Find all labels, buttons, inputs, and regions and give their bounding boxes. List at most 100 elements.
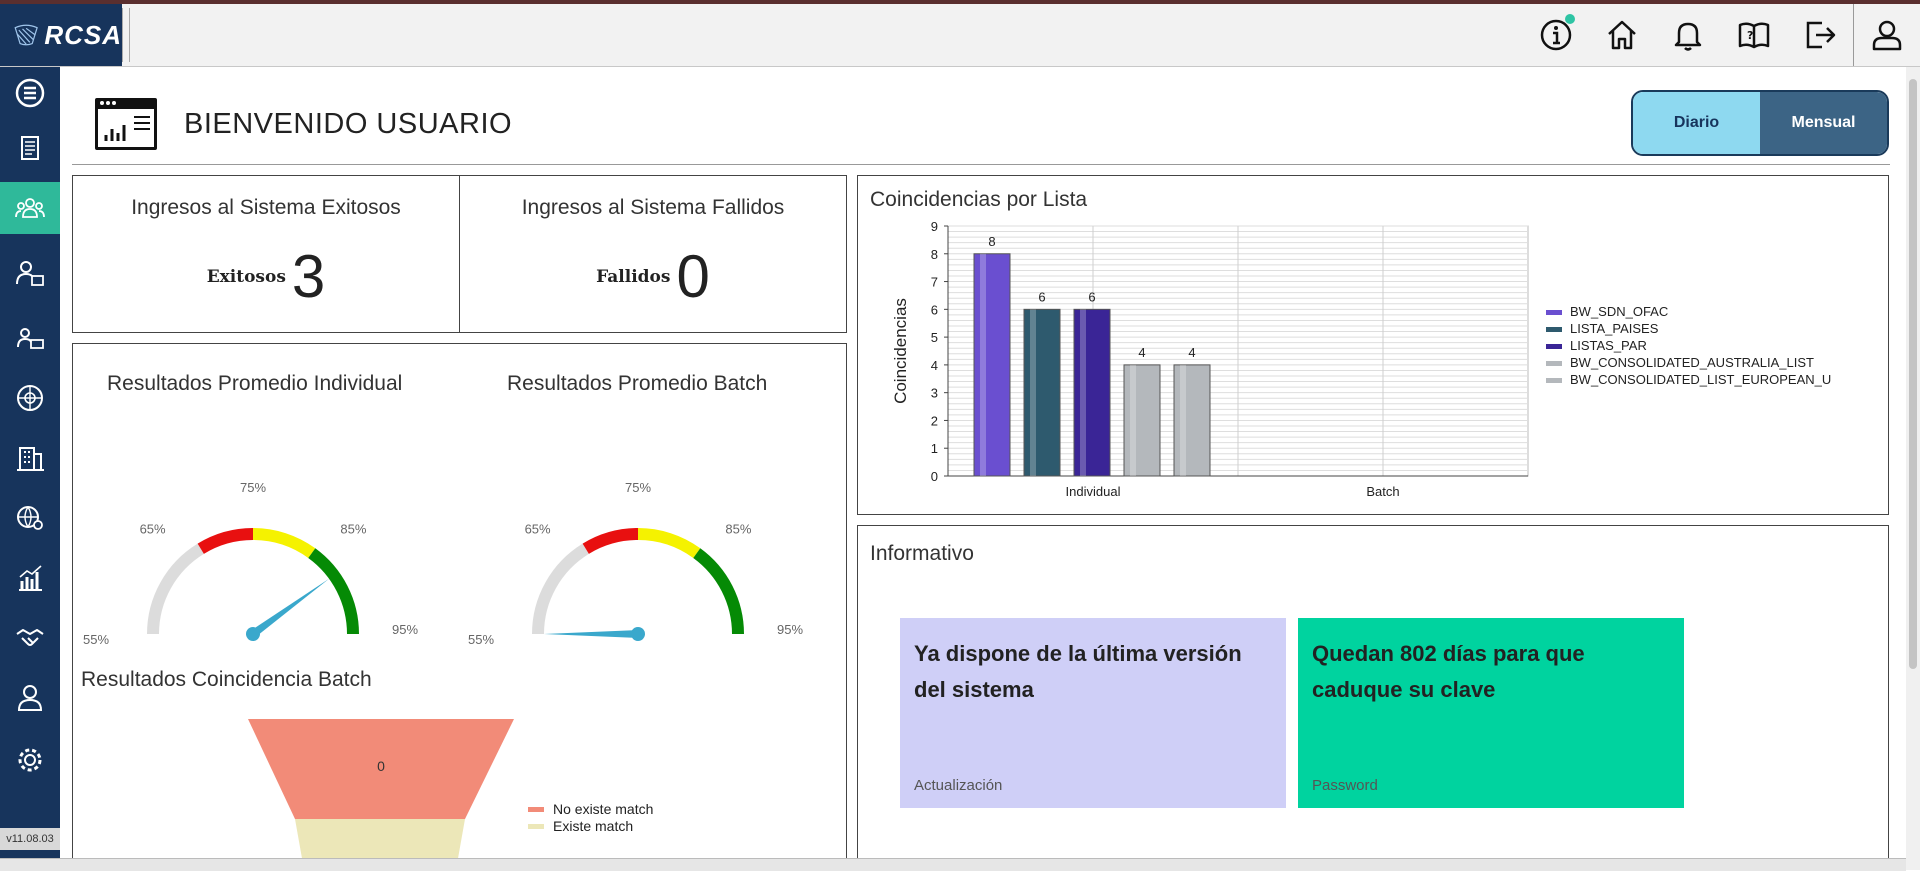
help-book-icon[interactable]: ?: [1721, 4, 1787, 66]
x-tick-label: Individual: [1066, 484, 1121, 499]
stat-card-success: Ingresos al Sistema Exitosos Exitosos 3: [72, 175, 460, 333]
scrollbar-thumb[interactable]: [1909, 79, 1917, 669]
stat-value: 3: [291, 243, 326, 310]
funnel-no-match: [248, 719, 514, 819]
results-card: Resultados Promedio Individual Resultado…: [72, 343, 847, 864]
logo-shield-icon: [14, 24, 38, 46]
bar-data-label: 8: [988, 234, 995, 249]
legend-swatch: [1546, 378, 1562, 383]
gauge-batch: 55% 65% 75% 85% 95%: [468, 480, 803, 647]
gauge-needle-hub: [246, 627, 260, 641]
gauge-individual: 55% 65% 75% 85% 95%: [83, 480, 418, 647]
bar: [973, 253, 1011, 477]
bar-highlight: [1030, 309, 1036, 476]
funnel-match: [295, 819, 465, 864]
info-card-footer: Actualización: [914, 777, 1003, 794]
dashboard-icon: [95, 98, 157, 150]
gauge-needle-hub: [631, 627, 645, 641]
mensual-button[interactable]: Mensual: [1760, 92, 1887, 154]
stat-card-failed: Ingresos al Sistema Fallidos Fallidos 0: [459, 175, 847, 333]
gauge-tick-label: 75%: [240, 480, 266, 495]
gauge-tick-label: 55%: [468, 632, 494, 647]
stat-label: Exitosos: [206, 266, 286, 287]
top-bar: RCSA ?: [0, 4, 1920, 67]
stat-title: Ingresos al Sistema Fallidos: [521, 196, 785, 219]
gauge-band-neutral: [147, 543, 204, 635]
users-group-icon[interactable]: [0, 182, 60, 234]
legend-match: Existe match: [553, 818, 633, 834]
gauge-needle: [250, 578, 330, 638]
gauge-tick-label: 85%: [725, 522, 751, 537]
y-tick-label: 9: [931, 219, 938, 234]
y-tick-label: 0: [931, 469, 938, 484]
page-title: BIENVENIDO USUARIO: [184, 107, 513, 140]
logout-icon[interactable]: [1787, 4, 1853, 66]
report-chart-icon[interactable]: [0, 552, 60, 604]
bell-icon[interactable]: [1655, 4, 1721, 66]
stat-row: Exitosos 3: [73, 242, 459, 311]
vertical-scrollbar[interactable]: [1906, 67, 1920, 870]
home-icon[interactable]: [1589, 4, 1655, 66]
funnel-value-label: 0: [377, 758, 385, 774]
clipboard-icon[interactable]: [0, 122, 60, 174]
handshake-icon[interactable]: [0, 612, 60, 664]
gauge-batch-title: Resultados Promedio Batch: [507, 372, 768, 395]
informativo-card: Informativo Ya dispone de la última vers…: [857, 525, 1889, 863]
bar-highlight: [1180, 364, 1186, 476]
user-separator: [1853, 4, 1854, 66]
stat-row: Fallidos 0: [460, 242, 846, 311]
gauge-band-yellow: [637, 528, 701, 559]
stat-title: Ingresos al Sistema Exitosos: [131, 196, 401, 219]
svg-text:?: ?: [1747, 29, 1753, 42]
stat-value: 0: [676, 243, 710, 310]
gauge-tick-label: 75%: [625, 480, 651, 495]
bar-highlight: [1130, 364, 1136, 476]
legend-entry: BW_CONSOLIDATED_AUSTRALIA_LIST: [1570, 355, 1814, 370]
bar: [1173, 364, 1211, 477]
legend-entry: BW_SDN_OFAC: [1570, 304, 1668, 319]
y-axis-label: Coincidencias: [891, 298, 910, 404]
info-card-text: Ya dispone de la última versión del sist…: [914, 641, 1242, 702]
y-tick-label: 6: [931, 302, 938, 317]
legend-swatch: [1546, 344, 1562, 349]
title-divider: [72, 164, 1890, 165]
y-tick-label: 3: [931, 386, 938, 401]
user-card-icon[interactable]: [0, 312, 60, 364]
bar-chart: 0 1 2 3 4 5 6 7 8 9 Coincidencias Individual Batch 8 6…: [891, 219, 1831, 499]
building-icon[interactable]: [0, 432, 60, 484]
gauge-band-green: [308, 548, 359, 635]
globe-settings-icon[interactable]: [0, 492, 60, 544]
legend-swatch: [1546, 327, 1562, 332]
info-card-password[interactable]: Quedan 802 días para que caduque su clav…: [1298, 618, 1684, 808]
bar-data-label: 6: [1038, 289, 1045, 304]
sidebar: v11.08.03: [0, 67, 60, 870]
page-header: BIENVENIDO USUARIO: [94, 94, 512, 154]
menu-icon[interactable]: [0, 67, 60, 119]
y-tick-label: 4: [931, 358, 938, 373]
informativo-title: Informativo: [870, 542, 974, 565]
legend-swatch-no-match: [528, 807, 544, 812]
world-network-icon[interactable]: [0, 372, 60, 424]
brand-logo[interactable]: RCSA: [0, 4, 122, 66]
y-tick-label: 8: [931, 247, 938, 262]
user-icon[interactable]: [1854, 4, 1920, 66]
y-tick-label: 7: [931, 275, 938, 290]
logo-separator: [122, 8, 130, 62]
horizontal-scrollbar[interactable]: [0, 858, 1906, 871]
gauge-band-yellow: [252, 528, 316, 559]
chart-title: Coincidencias por Lista: [870, 188, 1088, 211]
version-label: v11.08.03: [0, 828, 60, 850]
info-icon[interactable]: [1523, 4, 1589, 66]
bar-highlight: [1080, 309, 1086, 476]
info-card-text: Quedan 802 días para que caduque su clav…: [1312, 641, 1585, 702]
gauge-tick-label: 85%: [340, 522, 366, 537]
diario-button[interactable]: Diario: [1633, 92, 1760, 154]
window-top-strip: [0, 0, 1920, 4]
user-admin-icon[interactable]: [0, 247, 60, 299]
y-tick-label: 1: [931, 441, 938, 456]
person-icon[interactable]: [0, 672, 60, 724]
x-tick-label: Batch: [1366, 484, 1399, 499]
info-card-update[interactable]: Ya dispone de la última versión del sist…: [900, 618, 1286, 808]
gear-icon[interactable]: [0, 734, 60, 786]
gauge-individual-title: Resultados Promedio Individual: [107, 372, 403, 395]
